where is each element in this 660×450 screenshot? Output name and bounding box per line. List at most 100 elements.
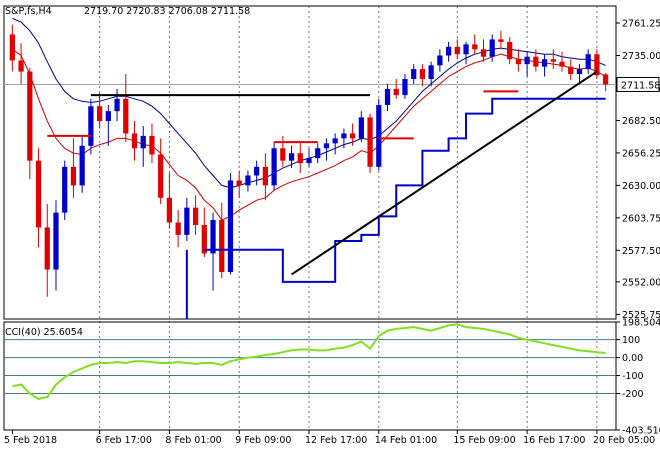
bullish-candle (358, 117, 364, 139)
bullish-candle (79, 145, 85, 186)
bearish-candle (550, 59, 556, 62)
bearish-candle (454, 46, 460, 55)
bearish-candle (201, 224, 207, 254)
price-tick-label: 2656.25 (622, 148, 660, 159)
bearish-candle (568, 66, 574, 75)
cci-tick-label: 100 (622, 335, 640, 346)
time-axis-label: 14 Feb 01:00 (375, 435, 437, 446)
bearish-candle (498, 39, 504, 42)
bullish-candle (323, 143, 330, 149)
bearish-candle (70, 166, 77, 186)
fast-moving-average-line (12, 48, 606, 221)
bullish-candle (524, 56, 530, 65)
cci-tick-label: 0.00 (622, 353, 643, 364)
bearish-candle (35, 160, 42, 228)
cci-indicator (12, 323, 606, 400)
current-price-box (616, 76, 660, 92)
bearish-candle (149, 135, 155, 155)
ohlc-readout: 2719.70 2720.83 2706.08 2711.58 (84, 6, 250, 17)
bullish-candle (376, 104, 382, 167)
bearish-candle (350, 133, 356, 139)
bullish-candle (88, 106, 94, 146)
price-tick-label: 2682.50 (622, 116, 660, 127)
bearish-candle (280, 148, 286, 161)
bearish-candle (44, 227, 50, 270)
bullish-candle (306, 158, 312, 164)
time-axis-label: 8 Feb 01:00 (165, 435, 221, 446)
time-axis-label: 12 Feb 17:00 (305, 435, 367, 446)
bullish-candle (288, 153, 295, 161)
price-tick-label: 2525.75 (622, 310, 660, 321)
cci-tick-label: -403.5104 (622, 426, 660, 437)
bearish-candle (158, 154, 164, 198)
bullish-candle (245, 175, 251, 186)
bullish-candle (184, 207, 190, 235)
bullish-candle (384, 88, 391, 105)
bearish-candle (515, 59, 522, 65)
bearish-candle (123, 98, 129, 134)
bullish-candle (62, 166, 68, 213)
bullish-candle (489, 39, 495, 57)
bearish-candle (297, 153, 303, 164)
price-tick-label: 2735.00 (622, 51, 660, 62)
bullish-candle (210, 220, 216, 254)
cci-tick-label: 198.5044 (622, 318, 660, 329)
bearish-candle (480, 49, 487, 57)
bullish-candle (402, 78, 408, 96)
time-axis-label: 15 Feb 09:00 (453, 435, 515, 446)
bearish-candle (559, 61, 565, 67)
time-axis-label: 16 Feb 17:00 (523, 435, 585, 446)
cci-line (12, 323, 606, 400)
bearish-candle (603, 74, 609, 85)
bullish-candle (271, 148, 277, 186)
cci-label: CCI(40) 25.6054 (5, 327, 83, 338)
bullish-candle (428, 65, 434, 79)
price-pane-frame (3, 5, 617, 320)
bearish-candle (472, 44, 478, 50)
bullish-candle (105, 111, 111, 122)
bearish-candle (9, 34, 15, 61)
bullish-candle (341, 133, 347, 139)
price-tick-label: 2603.75 (622, 213, 660, 224)
candlesticks (9, 24, 609, 297)
support-step-line (204, 97, 606, 283)
bearish-candle (419, 69, 426, 79)
bullish-candle (227, 180, 234, 272)
time-axis-label: 9 Feb 09:00 (235, 435, 291, 446)
time-axis-label: 20 Feb 05:00 (593, 435, 655, 446)
price-tick-label: 2552.00 (622, 277, 660, 288)
bearish-candle (27, 71, 33, 161)
bullish-candle (140, 135, 146, 149)
bearish-candle (219, 220, 225, 272)
bullish-candle (437, 55, 443, 66)
bearish-candle (192, 207, 199, 225)
current-price-label: 2711.58 (621, 80, 660, 91)
bullish-candle (463, 44, 469, 55)
bullish-candle (445, 46, 452, 56)
bullish-candle (53, 212, 59, 270)
overlays (47, 70, 606, 319)
cci-tick-label: -200 (622, 389, 644, 400)
bullish-candle (114, 98, 120, 112)
bearish-candle (262, 166, 268, 186)
bullish-candle (332, 138, 338, 144)
bullish-candle (315, 148, 321, 159)
bearish-candle (175, 222, 181, 235)
bearish-candle (533, 56, 539, 67)
cci-tick-label: -100 (622, 371, 644, 382)
bullish-candle (411, 69, 417, 79)
bullish-candle (585, 54, 591, 70)
bearish-candle (594, 54, 600, 76)
bearish-candle (166, 197, 173, 223)
price-tick-label: 2630.00 (622, 181, 660, 192)
bearish-candle (367, 117, 373, 167)
rising-trendline (290, 70, 598, 276)
time-axis-label: 5 Feb 2018 (4, 435, 57, 446)
bearish-candle (236, 180, 242, 186)
axes: 2761.252735.002708.752682.502656.252630.… (4, 19, 660, 446)
time-axis-label: 6 Feb 17:00 (96, 435, 152, 446)
bearish-candle (18, 60, 24, 72)
bullish-candle (576, 69, 583, 75)
grid-lines (3, 5, 617, 431)
